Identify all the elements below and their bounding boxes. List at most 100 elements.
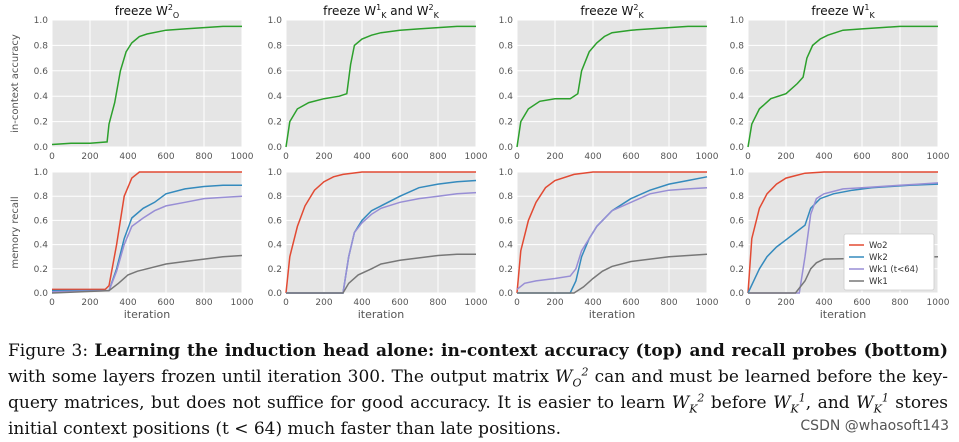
y-tick-label: 0.4 [730,241,745,251]
watermark: CSDN @whaosoft143 [800,418,949,434]
caption-math-4: WK1 [856,391,889,416]
y-tick-label: 0.8 [730,192,745,202]
y-tick-label: 0.2 [499,265,513,275]
y-tick-label: 0.0 [268,289,283,299]
y-tick-label: 0.4 [499,92,514,102]
x-tick-label: 1000 [927,152,950,162]
subplot-3 [516,19,708,148]
series-line-accuracy [516,25,707,148]
y-tick-label: 0.4 [268,241,283,251]
y-tick-label: 1.0 [730,16,745,26]
caption-text-5: stores initial context positions (t < 64… [8,393,949,439]
x-tick-label: 0 [514,298,520,308]
y-tick-label: 0.2 [268,118,282,128]
subplot-1 [51,19,243,148]
caption-label: Figure 3: [8,341,89,361]
series-line-wo2 [285,171,476,294]
y-tick-label: 0.8 [34,192,49,202]
series-line-wo2 [747,171,938,294]
x-tick-label: 600 [622,152,639,162]
x-tick-label: 1000 [465,298,488,308]
x-tick-label: 1000 [696,298,719,308]
y-tick-label: 1.0 [499,16,514,26]
series-line-wk1 [748,255,939,294]
y-tick-label: 0.4 [499,241,514,251]
y-tick-label: 0.6 [730,67,745,77]
y-tick-label: 1.0 [34,16,49,26]
x-tick-label: 200 [777,152,794,162]
x-tick-label: 1000 [231,152,254,162]
x-tick-label: 600 [157,298,174,308]
figure-caption: Figure 3: Learning the induction head al… [8,338,948,442]
series-line-wk1-t-64- [748,182,939,294]
series-line-wo2 [516,171,707,294]
x-tick-label: 800 [429,298,446,308]
x-tick-label: 400 [584,152,601,162]
subplot-title: freeze W2O [115,3,179,20]
legend-box [843,233,935,291]
y-tick-label: 0.2 [34,118,48,128]
y-axis-label: memory recall [10,196,21,268]
y-tick-label: 0.6 [499,67,514,77]
x-tick-label: 600 [391,298,408,308]
x-tick-label: 800 [660,152,677,162]
y-tick-label: 0.6 [268,216,283,226]
y-tick-label: 1.0 [268,16,283,26]
y-tick-label: 0.4 [34,92,49,102]
y-tick-label: 0.8 [268,41,283,51]
legend-label: Wo2 [869,241,888,251]
y-tick-label: 1.0 [499,168,514,178]
x-tick-label: 400 [119,152,136,162]
x-tick-label: 600 [157,152,174,162]
plot-background [286,172,476,293]
y-tick-label: 0.0 [34,143,49,153]
y-tick-label: 0.8 [499,41,514,51]
x-tick-label: 400 [353,152,370,162]
subplot-7 [516,171,708,294]
x-tick-label: 0 [49,152,55,162]
x-tick-label: 200 [81,152,98,162]
y-tick-label: 0.4 [268,92,283,102]
subplot-title: freeze W1K [811,3,875,20]
plot-background [517,20,707,147]
y-tick-label: 0.6 [268,67,283,77]
x-tick-label: 400 [119,298,136,308]
x-tick-label: 600 [853,152,870,162]
x-tick-label: 200 [777,298,794,308]
y-tick-label: 0.0 [34,289,49,299]
x-tick-label: 800 [429,152,446,162]
x-tick-label: 1000 [927,298,950,308]
y-tick-label: 0.6 [730,216,745,226]
y-tick-label: 0.6 [499,216,514,226]
x-tick-label: 600 [391,152,408,162]
y-tick-label: 1.0 [34,168,49,178]
series-line-wo2 [52,171,242,291]
y-tick-label: 0.2 [499,118,513,128]
x-tick-label: 200 [315,298,332,308]
plot-background [286,20,476,147]
x-tick-label: 0 [283,298,289,308]
series-line-wk1-t-64- [516,186,708,290]
series-line-wk1 [286,253,476,294]
y-tick-label: 0.2 [268,265,282,275]
y-tick-label: 0.0 [268,143,283,153]
plot-background [52,172,242,293]
y-tick-label: 0.6 [34,67,49,77]
x-tick-label: 0 [49,298,55,308]
x-tick-label: 800 [891,152,908,162]
plot-background [748,20,938,147]
series-line-accuracy [285,25,476,148]
y-tick-label: 0.4 [730,92,745,102]
y-axis-label: in-context accuracy [10,34,21,133]
x-tick-label: 400 [815,152,832,162]
y-tick-label: 0.8 [499,192,514,202]
caption-bold: Learning the induction head alone: in-co… [94,341,949,361]
x-tick-label: 200 [81,298,98,308]
series-line-wk1-t-64- [51,195,243,293]
x-tick-label: 1000 [231,298,254,308]
series-line-wk1 [51,254,243,294]
y-tick-label: 0.0 [730,143,745,153]
subplot-2 [285,19,477,148]
y-tick-label: 0.6 [34,216,49,226]
x-tick-label: 200 [546,298,563,308]
